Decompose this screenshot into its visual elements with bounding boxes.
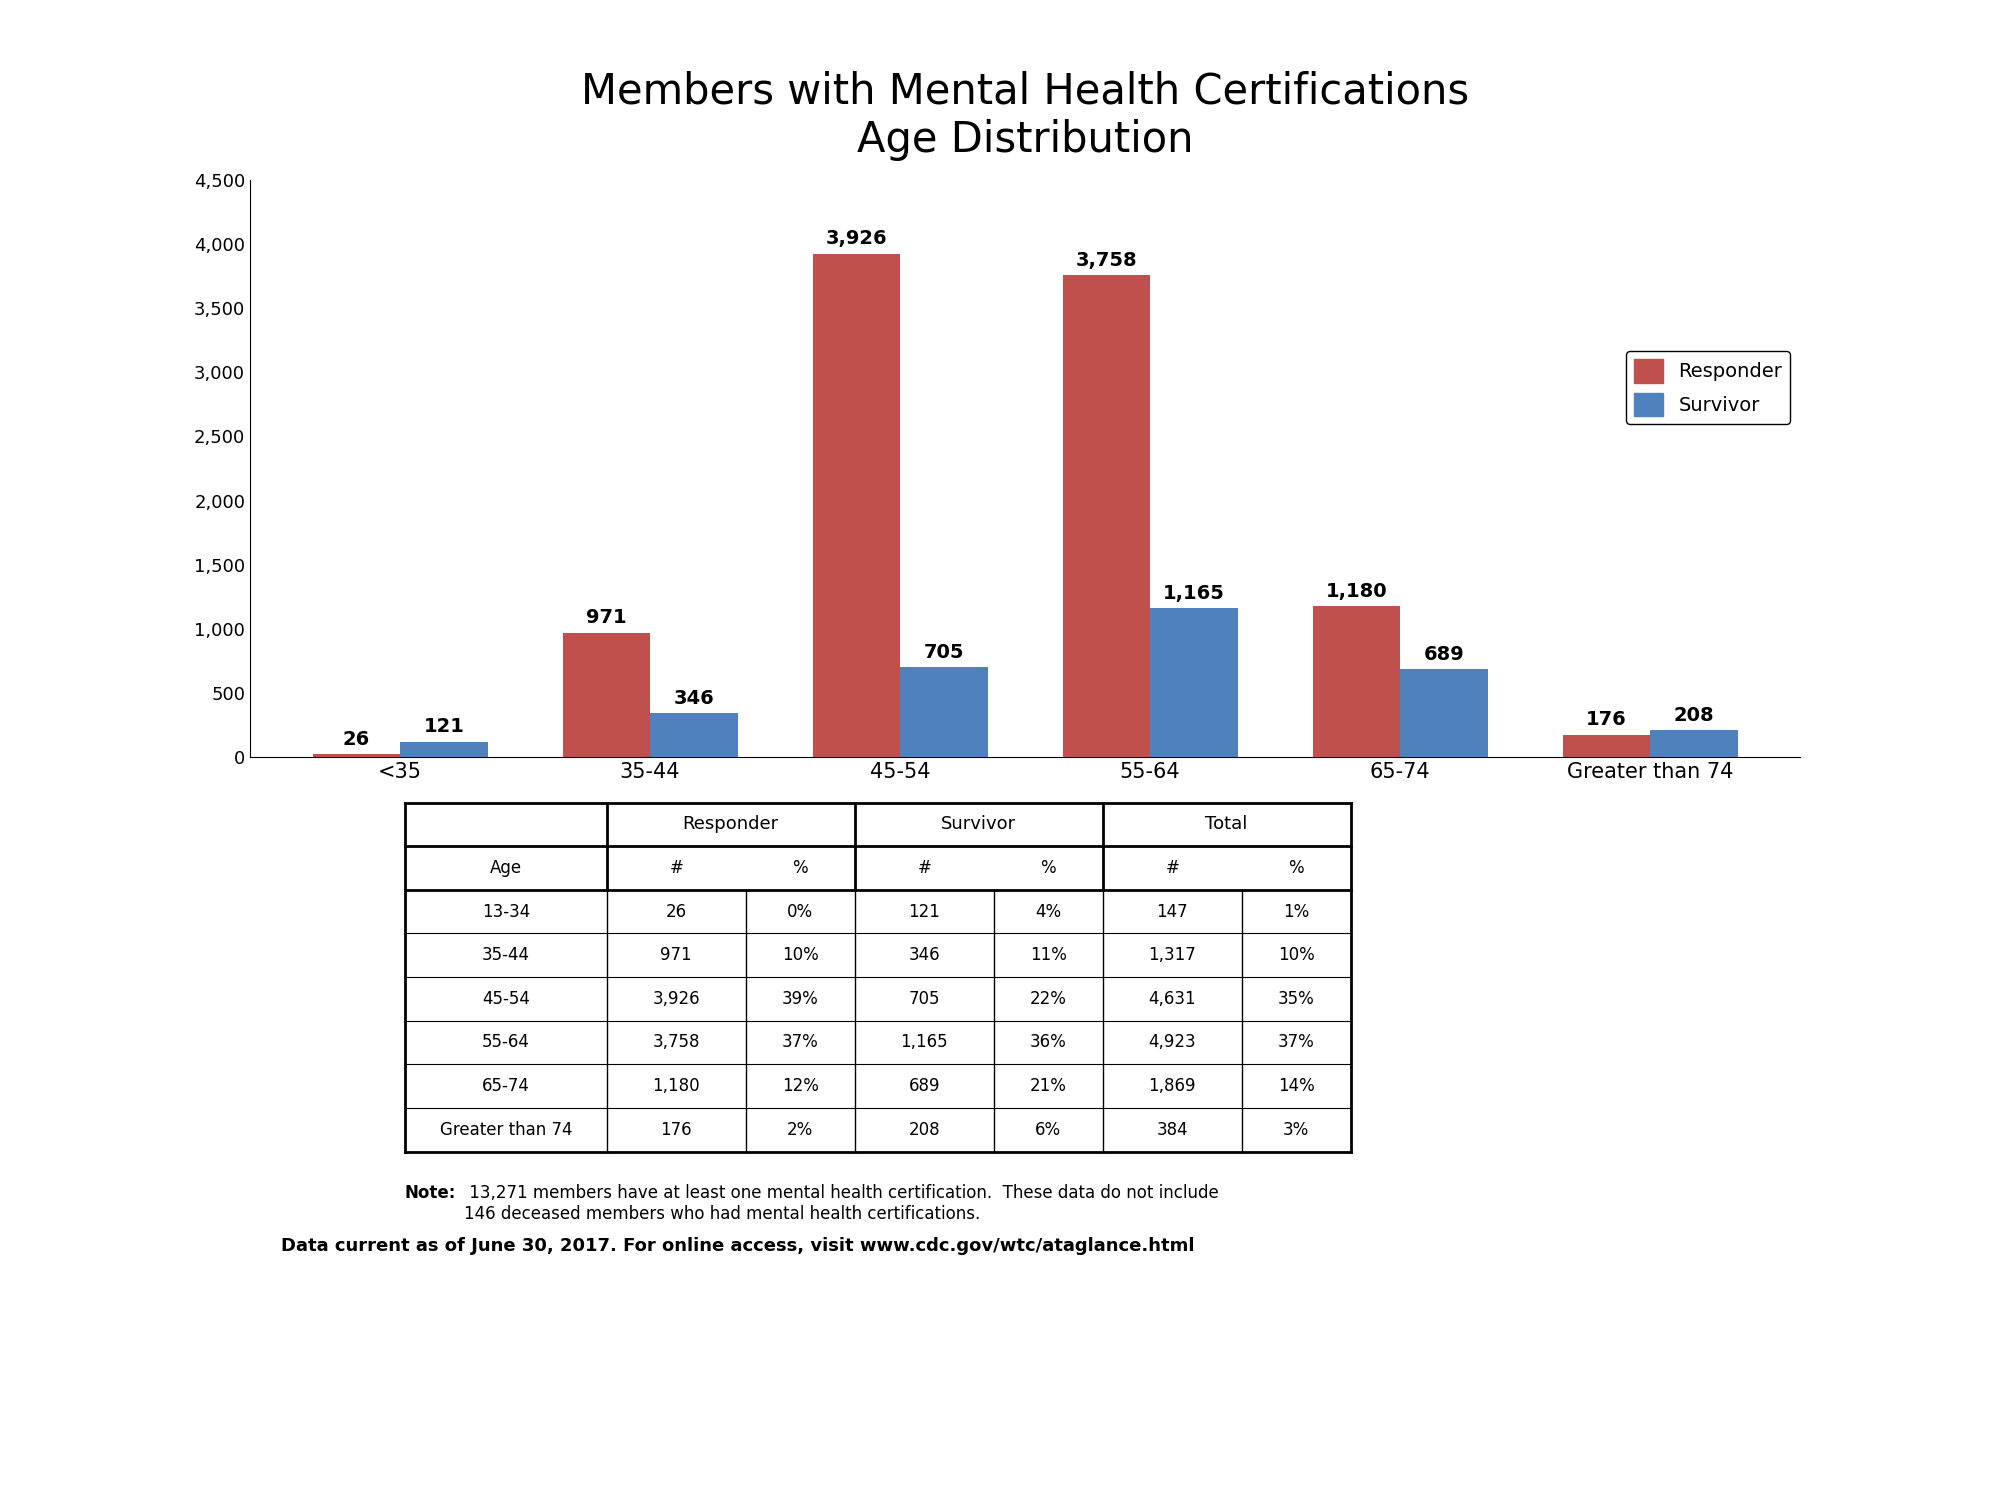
Bar: [900, 666, 988, 758]
Text: 147: 147: [1156, 903, 1188, 921]
Text: 13,271 members have at least one mental health certification.  These data do not: 13,271 members have at least one mental …: [464, 1184, 1218, 1222]
Text: Total: Total: [1206, 816, 1248, 834]
Text: 55-64: 55-64: [482, 1034, 530, 1052]
Text: 121: 121: [908, 903, 940, 921]
Text: 12%: 12%: [782, 1077, 818, 1095]
Bar: [650, 712, 738, 758]
Text: 14%: 14%: [1278, 1077, 1314, 1095]
Text: 346: 346: [674, 688, 714, 708]
Text: Greater than 74: Greater than 74: [440, 1120, 572, 1138]
Bar: [400, 741, 488, 758]
Text: 971: 971: [586, 609, 626, 627]
Text: #: #: [918, 859, 932, 877]
Text: Age: Age: [490, 859, 522, 877]
Text: 39%: 39%: [782, 990, 818, 1008]
Text: %: %: [1040, 859, 1056, 877]
Text: 13-34: 13-34: [482, 903, 530, 921]
Text: 689: 689: [908, 1077, 940, 1095]
Text: 4,923: 4,923: [1148, 1034, 1196, 1052]
Text: 384: 384: [1156, 1120, 1188, 1138]
Text: #: #: [1166, 859, 1180, 877]
Text: %: %: [792, 859, 808, 877]
Text: 176: 176: [1586, 711, 1626, 729]
Text: 0%: 0%: [788, 903, 814, 921]
Text: 45-54: 45-54: [482, 990, 530, 1008]
Bar: [312, 754, 400, 758]
Text: Responder: Responder: [682, 816, 778, 834]
Text: 3,926: 3,926: [652, 990, 700, 1008]
Bar: [1062, 274, 1150, 758]
Text: #: #: [670, 859, 684, 877]
Text: 1%: 1%: [1284, 903, 1310, 921]
Text: 1,165: 1,165: [900, 1034, 948, 1052]
Text: 2%: 2%: [788, 1120, 814, 1138]
Bar: [1312, 606, 1400, 758]
Text: 121: 121: [424, 717, 464, 736]
Text: %: %: [1288, 859, 1304, 877]
Text: 3%: 3%: [1284, 1120, 1310, 1138]
Bar: [812, 254, 900, 758]
Text: Data current as of June 30, 2017. For online access, visit www.cdc.gov/wtc/atagl: Data current as of June 30, 2017. For on…: [280, 1238, 1194, 1256]
Text: 21%: 21%: [1030, 1077, 1066, 1095]
Text: 10%: 10%: [782, 946, 818, 964]
Bar: [1562, 735, 1650, 758]
Text: 971: 971: [660, 946, 692, 964]
Text: 1,180: 1,180: [1326, 582, 1388, 600]
Text: 10%: 10%: [1278, 946, 1314, 964]
Text: 705: 705: [908, 990, 940, 1008]
Text: 689: 689: [1424, 645, 1464, 663]
Bar: [1650, 730, 1738, 758]
Text: 11%: 11%: [1030, 946, 1066, 964]
Bar: [1400, 669, 1488, 758]
Text: 176: 176: [660, 1120, 692, 1138]
Text: 6%: 6%: [1036, 1120, 1062, 1138]
Text: Note:: Note:: [404, 1184, 456, 1202]
Text: 65-74: 65-74: [482, 1077, 530, 1095]
Text: 1,317: 1,317: [1148, 946, 1196, 964]
Bar: [1150, 608, 1238, 758]
Text: Survivor: Survivor: [940, 816, 1016, 834]
Text: 37%: 37%: [782, 1034, 818, 1052]
Text: 1,869: 1,869: [1148, 1077, 1196, 1095]
Text: 3,758: 3,758: [1076, 251, 1138, 270]
Text: 3,758: 3,758: [652, 1034, 700, 1052]
Text: 208: 208: [1674, 706, 1714, 726]
Text: 4,631: 4,631: [1148, 990, 1196, 1008]
Text: 36%: 36%: [1030, 1034, 1066, 1052]
Title: Members with Mental Health Certifications
Age Distribution: Members with Mental Health Certification…: [580, 70, 1470, 160]
Text: 3,926: 3,926: [826, 230, 888, 249]
Text: 22%: 22%: [1030, 990, 1066, 1008]
Text: 1,165: 1,165: [1162, 584, 1224, 603]
Text: 1,180: 1,180: [652, 1077, 700, 1095]
Text: 35-44: 35-44: [482, 946, 530, 964]
Text: 705: 705: [924, 642, 964, 662]
Text: 4%: 4%: [1036, 903, 1062, 921]
Bar: [562, 633, 650, 758]
Text: 26: 26: [666, 903, 686, 921]
Legend: Responder, Survivor: Responder, Survivor: [1626, 351, 1790, 424]
Text: 26: 26: [342, 729, 370, 748]
Text: 208: 208: [908, 1120, 940, 1138]
Text: 37%: 37%: [1278, 1034, 1314, 1052]
Text: 346: 346: [908, 946, 940, 964]
Text: 35%: 35%: [1278, 990, 1314, 1008]
